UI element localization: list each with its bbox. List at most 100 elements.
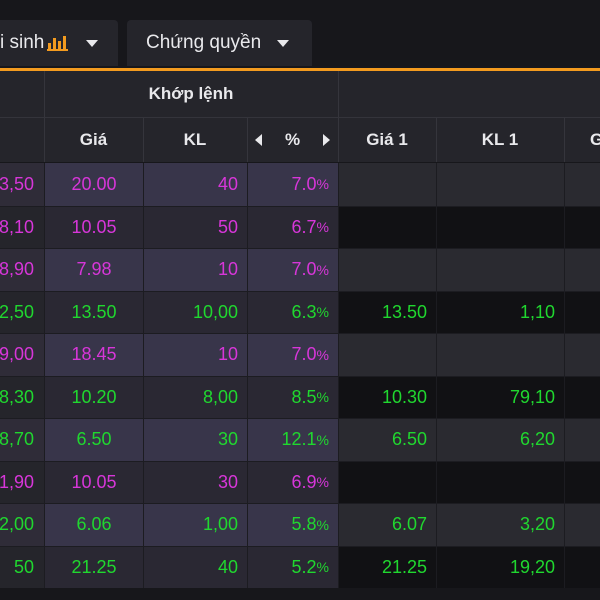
bid-price-1-cell[interactable]: 21.25 — [338, 545, 436, 588]
bid-volume-1-cell[interactable] — [436, 333, 564, 376]
bid-price-2-cell[interactable] — [564, 248, 600, 291]
header-match-group: Khớp lệnh — [148, 84, 234, 103]
caret-left-icon[interactable] — [255, 134, 262, 146]
ref-price-cell[interactable]: 8,90 — [0, 248, 44, 291]
match-price-cell[interactable]: 7.98 — [44, 248, 143, 291]
bid-price-1-cell[interactable]: 13.50 — [338, 290, 436, 333]
bid-price-2-cell[interactable] — [564, 418, 600, 461]
bid-volume-1-cell[interactable] — [436, 460, 564, 503]
bid-volume-1-cell[interactable] — [436, 205, 564, 248]
match-percent-cell[interactable]: 7.0% — [247, 248, 338, 291]
match-percent-cell[interactable]: 7.0% — [247, 333, 338, 376]
ref-price-cell[interactable]: 8,10 — [0, 205, 44, 248]
bid-price-2-cell[interactable] — [564, 503, 600, 546]
bid-price-1-cell[interactable] — [338, 460, 436, 503]
match-volume-cell[interactable]: 40 — [143, 545, 247, 588]
match-percent-cell[interactable]: 12.1% — [247, 418, 338, 461]
match-price-cell[interactable]: 18.45 — [44, 333, 143, 376]
match-percent-cell[interactable]: 6.7% — [247, 205, 338, 248]
ref-price-cell[interactable]: 1,90 — [0, 460, 44, 503]
match-price-cell[interactable]: 10.20 — [44, 375, 143, 418]
bid-volume-1-cell[interactable]: 6,20 — [436, 418, 564, 461]
ref-price-cell[interactable]: 8,70 — [0, 418, 44, 461]
bid-price-1-cell[interactable] — [338, 248, 436, 291]
bid-price-1-cell[interactable]: 10.30 — [338, 375, 436, 418]
bid-price-2-cell[interactable] — [564, 205, 600, 248]
bid-price-1-cell[interactable] — [338, 163, 436, 206]
table-row[interactable]: 8,10 10.05 50 6.7% — [0, 205, 600, 248]
match-volume-cell[interactable]: 1,00 — [143, 503, 247, 546]
ref-price-cell[interactable]: 2,50 — [0, 290, 44, 333]
header-percent[interactable]: % — [284, 130, 301, 149]
caret-right-icon[interactable] — [323, 134, 330, 146]
ref-price-cell[interactable]: 3,50 — [0, 163, 44, 206]
ref-price-cell[interactable]: 2,00 — [0, 503, 44, 546]
bid-volume-1-cell[interactable] — [436, 163, 564, 206]
match-percent-cell[interactable]: 7.0% — [247, 163, 338, 206]
table-header-row: Giá KL % Giá 1 KL 1 G — [0, 117, 600, 162]
match-percent-cell[interactable]: 5.2% — [247, 545, 338, 588]
match-price-cell[interactable]: 21.25 — [44, 545, 143, 588]
bid-volume-1-cell[interactable]: 3,20 — [436, 503, 564, 546]
table-row[interactable]: 8,30 10.20 8,00 8.5% 10.30 79,10 — [0, 375, 600, 418]
match-volume-cell[interactable]: 40 — [143, 163, 247, 206]
match-volume-cell[interactable]: 30 — [143, 460, 247, 503]
tab-warrants[interactable]: Chứng quyền — [127, 20, 312, 66]
match-percent-cell[interactable]: 5.8% — [247, 503, 338, 546]
table-row[interactable]: 50 21.25 40 5.2% 21.25 19,20 — [0, 545, 600, 588]
match-percent-cell[interactable]: 6.9% — [247, 460, 338, 503]
bid-volume-1-cell[interactable]: 19,20 — [436, 545, 564, 588]
tab-bar: i sinh Chứng quyền — [0, 0, 600, 68]
ref-price-cell[interactable]: 9,00 — [0, 333, 44, 376]
bid-volume-1-cell[interactable]: 1,10 — [436, 290, 564, 333]
table-row[interactable]: 8,70 6.50 30 12.1% 6.50 6,20 — [0, 418, 600, 461]
bid-price-2-cell[interactable] — [564, 545, 600, 588]
match-volume-cell[interactable]: 50 — [143, 205, 247, 248]
header-price[interactable]: Giá — [79, 130, 108, 149]
table-row[interactable]: 9,00 18.45 10 7.0% — [0, 333, 600, 376]
match-percent-cell[interactable]: 8.5% — [247, 375, 338, 418]
match-volume-cell[interactable]: 10,00 — [143, 290, 247, 333]
match-price-cell[interactable]: 6.50 — [44, 418, 143, 461]
match-volume-cell[interactable]: 10 — [143, 333, 247, 376]
header-volume[interactable]: KL — [183, 130, 207, 149]
header-bid-price-2[interactable]: G — [590, 130, 600, 149]
bid-price-1-cell[interactable]: 6.07 — [338, 503, 436, 546]
header-percent-cell: % — [247, 118, 338, 162]
table-row[interactable]: 2,50 13.50 10,00 6.3% 13.50 1,10 — [0, 290, 600, 333]
bid-price-1-cell[interactable] — [338, 333, 436, 376]
match-price-cell[interactable]: 10.05 — [44, 460, 143, 503]
bid-price-1-cell[interactable]: 6.50 — [338, 418, 436, 461]
table-row[interactable]: 2,00 6.06 1,00 5.8% 6.07 3,20 — [0, 503, 600, 546]
header-bid-price-1[interactable]: Giá 1 — [366, 130, 408, 149]
table-row[interactable]: 3,50 20.00 40 7.0% — [0, 163, 600, 206]
match-price-cell[interactable]: 20.00 — [44, 163, 143, 206]
ref-price-cell[interactable]: 50 — [0, 545, 44, 588]
bid-price-2-cell[interactable] — [564, 290, 600, 333]
bid-price-2-cell[interactable] — [564, 460, 600, 503]
bid-volume-1-cell[interactable]: 79,10 — [436, 375, 564, 418]
chevron-down-icon[interactable] — [277, 39, 290, 47]
tab-derivatives-label: i sinh — [0, 32, 45, 53]
bid-price-1-cell[interactable] — [338, 205, 436, 248]
bid-price-2-cell[interactable] — [564, 375, 600, 418]
active-tab-underline — [0, 68, 600, 71]
header-bid-volume-1[interactable]: KL 1 — [481, 130, 519, 149]
match-percent-cell[interactable]: 6.3% — [247, 290, 338, 333]
bid-price-2-cell[interactable] — [564, 333, 600, 376]
ref-price-cell[interactable]: 8,30 — [0, 375, 44, 418]
tab-derivatives[interactable]: i sinh — [0, 20, 118, 66]
bar-chart-icon — [47, 35, 70, 51]
bid-price-2-cell[interactable] — [564, 163, 600, 206]
match-price-cell[interactable]: 10.05 — [44, 205, 143, 248]
match-volume-cell[interactable]: 8,00 — [143, 375, 247, 418]
match-volume-cell[interactable]: 30 — [143, 418, 247, 461]
chevron-down-icon[interactable] — [86, 39, 99, 47]
table-row[interactable]: 8,90 7.98 10 7.0% — [0, 248, 600, 291]
tab-warrants-label: Chứng quyền — [146, 32, 262, 53]
match-price-cell[interactable]: 6.06 — [44, 503, 143, 546]
match-price-cell[interactable]: 13.50 — [44, 290, 143, 333]
bid-volume-1-cell[interactable] — [436, 248, 564, 291]
table-row[interactable]: 1,90 10.05 30 6.9% — [0, 460, 600, 503]
match-volume-cell[interactable]: 10 — [143, 248, 247, 291]
